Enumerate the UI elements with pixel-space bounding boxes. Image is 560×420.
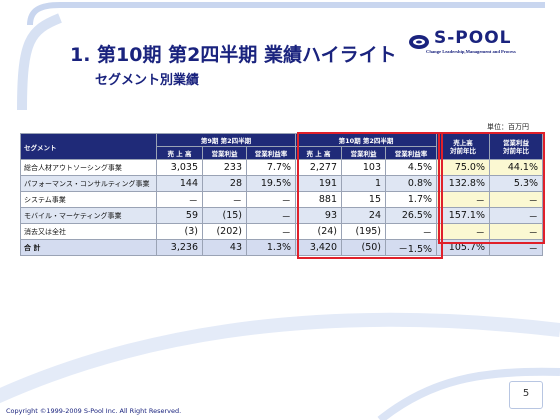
copyright-notice: Copyright ©1999-2009 S-Pool Inc. All Rig… xyxy=(6,407,182,415)
header-p10-profit: 営業利益 xyxy=(341,146,387,160)
cell-p9-rate: 1.3% xyxy=(245,239,297,256)
cell-p10-profit: 103 xyxy=(341,159,387,176)
header-sales-yoy: 売上高 対前年比 xyxy=(436,133,491,160)
table-row: パフォーマンス・コンサルティング事業 144 28 19.5% 191 1 0.… xyxy=(20,175,544,192)
table-row: モバイル・マーケティング事業 59 (15) － 93 24 26.5% 157… xyxy=(20,207,544,224)
logo-tagline: Change Leadership,Management and Process xyxy=(426,49,516,54)
table-row: 消去又は全社 (3) (202) － (24) (195) － － － xyxy=(20,223,544,240)
cell-sales-yoy: 157.1% xyxy=(436,207,491,224)
row-name: 消去又は全社 xyxy=(20,223,157,240)
cell-p9-rate: － xyxy=(245,223,297,240)
cell-p9-profit: 28 xyxy=(202,175,247,192)
header-profit-yoy: 営業利益 対前年比 xyxy=(489,133,544,160)
cell-p10-sales: 191 xyxy=(295,175,343,192)
unit-label: 単位：百万円 xyxy=(487,123,529,131)
row-name: 合 計 xyxy=(20,239,157,256)
row-name: 総合人材アウトソーシング事業 xyxy=(20,159,157,176)
table-total-row: 合 計 3,236 43 1.3% 3,420 (50) －1.5% 105.7… xyxy=(20,239,544,256)
cell-p9-profit: (15) xyxy=(202,207,247,224)
cell-sales-yoy: － xyxy=(436,191,491,208)
cell-p10-sales: 3,420 xyxy=(295,239,343,256)
cell-profit-yoy: － xyxy=(489,207,544,224)
cell-p10-rate: －1.5% xyxy=(385,239,438,256)
cell-sales-yoy: 75.0% xyxy=(436,159,491,176)
cell-p9-sales: 3,236 xyxy=(156,239,203,256)
cell-p10-sales: 881 xyxy=(295,191,343,208)
cell-p10-rate: 1.7% xyxy=(385,191,438,208)
cell-sales-yoy: 105.7% xyxy=(436,239,491,256)
logo-name: S-POOL xyxy=(434,28,512,48)
cell-p10-profit: 15 xyxy=(341,191,387,208)
header-p10-sales: 売 上 高 xyxy=(295,146,343,160)
cell-p9-sales: 59 xyxy=(156,207,203,224)
row-name: システム事業 xyxy=(20,191,157,208)
header-p9-rate: 営業利益率 xyxy=(245,146,297,160)
page-number: 5 xyxy=(522,388,530,399)
cell-p9-profit: 43 xyxy=(202,239,247,256)
cell-p10-rate: 4.5% xyxy=(385,159,438,176)
row-name: パフォーマンス・コンサルティング事業 xyxy=(20,175,157,192)
cell-profit-yoy: 5.3% xyxy=(489,175,544,192)
header-segment: セグメント xyxy=(20,133,157,160)
cell-profit-yoy: － xyxy=(489,239,544,256)
cell-p9-profit: 233 xyxy=(202,159,247,176)
cell-profit-yoy: － xyxy=(489,223,544,240)
cell-p10-rate: 26.5% xyxy=(385,207,438,224)
cell-p10-rate: － xyxy=(385,223,438,240)
page-title: 1. 第10期 第2四半期 業績ハイライト xyxy=(70,44,397,66)
page-subtitle: セグメント別業績 xyxy=(95,73,200,88)
cell-p10-profit: 24 xyxy=(341,207,387,224)
table-row: システム事業 － － － 881 15 1.7% － － xyxy=(20,191,544,208)
page-number-box: 5 xyxy=(509,381,543,409)
cell-p10-sales: 2,277 xyxy=(295,159,343,176)
cell-p9-sales: 144 xyxy=(156,175,203,192)
cell-p9-rate: － xyxy=(245,207,297,224)
header-period9: 第9期 第2四半期 xyxy=(155,133,297,147)
cell-profit-yoy: 44.1% xyxy=(489,159,544,176)
cell-p10-rate: 0.8% xyxy=(385,175,438,192)
cell-p10-sales: 93 xyxy=(295,207,343,224)
row-name: モバイル・マーケティング事業 xyxy=(20,207,157,224)
cell-p9-rate: 19.5% xyxy=(245,175,297,192)
cell-p9-sales: － xyxy=(156,191,203,208)
cell-p9-rate: － xyxy=(245,191,297,208)
header-p9-sales: 売 上 高 xyxy=(156,146,203,160)
cell-sales-yoy: 132.8% xyxy=(436,175,491,192)
header-p10-rate: 営業利益率 xyxy=(385,146,438,160)
cell-p9-sales: 3,035 xyxy=(156,159,203,176)
cell-p10-profit: 1 xyxy=(341,175,387,192)
cell-p10-sales: (24) xyxy=(295,223,343,240)
segment-results-table: セグメント 第9期 第2四半期 第10期 第2四半期 売上高 対前年比 営業利益… xyxy=(20,133,544,256)
cell-p10-profit: (50) xyxy=(341,239,387,256)
table-row: 総合人材アウトソーシング事業 3,035 233 7.7% 2,277 103 … xyxy=(20,159,544,176)
cell-p9-sales: (3) xyxy=(156,223,203,240)
header-period10: 第10期 第2四半期 xyxy=(295,133,438,147)
company-logo: S-POOL Change Leadership,Management and … xyxy=(408,28,538,60)
cell-p9-rate: 7.7% xyxy=(245,159,297,176)
cell-p10-profit: (195) xyxy=(341,223,387,240)
header-p9-profit: 営業利益 xyxy=(202,146,247,160)
cell-profit-yoy: － xyxy=(489,191,544,208)
cell-p9-profit: (202) xyxy=(202,223,247,240)
cell-p9-profit: － xyxy=(202,191,247,208)
cell-sales-yoy: － xyxy=(436,223,491,240)
spool-logo-icon xyxy=(409,35,429,49)
